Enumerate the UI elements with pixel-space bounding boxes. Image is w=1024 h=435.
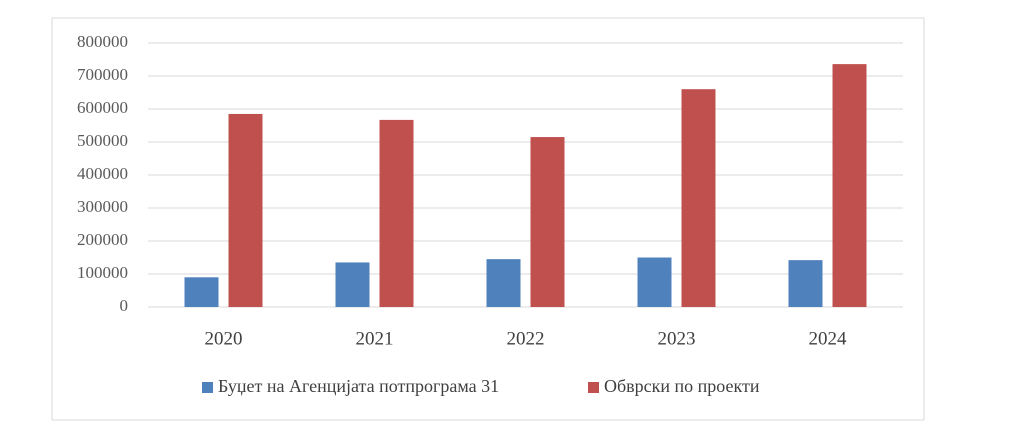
y-tick-label: 800000 xyxy=(77,32,128,51)
bar xyxy=(228,113,263,307)
x-tick-label: 2023 xyxy=(658,328,696,349)
bar xyxy=(184,277,219,307)
y-tick-label: 500000 xyxy=(77,131,128,150)
bar xyxy=(637,257,672,307)
legend-label: Обврски по проекти xyxy=(604,376,760,396)
x-tick-label: 2022 xyxy=(507,328,545,349)
bar xyxy=(530,137,565,307)
y-tick-label: 400000 xyxy=(77,164,128,183)
y-tick-label: 700000 xyxy=(77,65,128,84)
y-tick-label: 100000 xyxy=(77,263,128,282)
y-tick-label: 600000 xyxy=(77,98,128,117)
x-tick-label: 2024 xyxy=(809,328,848,349)
bar xyxy=(379,119,414,307)
x-tick-label: 2021 xyxy=(356,328,394,349)
x-tick-label: 2020 xyxy=(205,328,243,349)
y-tick-label: 300000 xyxy=(77,197,128,216)
bar xyxy=(681,89,716,307)
bar xyxy=(335,262,370,307)
legend-label: Буџет на Агенцијата потпрограма 31 xyxy=(218,376,499,396)
legend-swatch xyxy=(588,382,599,393)
chart-frame xyxy=(51,17,925,421)
y-tick-label: 200000 xyxy=(77,230,128,249)
bar xyxy=(788,260,823,307)
y-tick-label: 0 xyxy=(120,296,129,315)
bar xyxy=(486,259,521,307)
legend-swatch xyxy=(202,382,213,393)
bar xyxy=(832,64,867,308)
